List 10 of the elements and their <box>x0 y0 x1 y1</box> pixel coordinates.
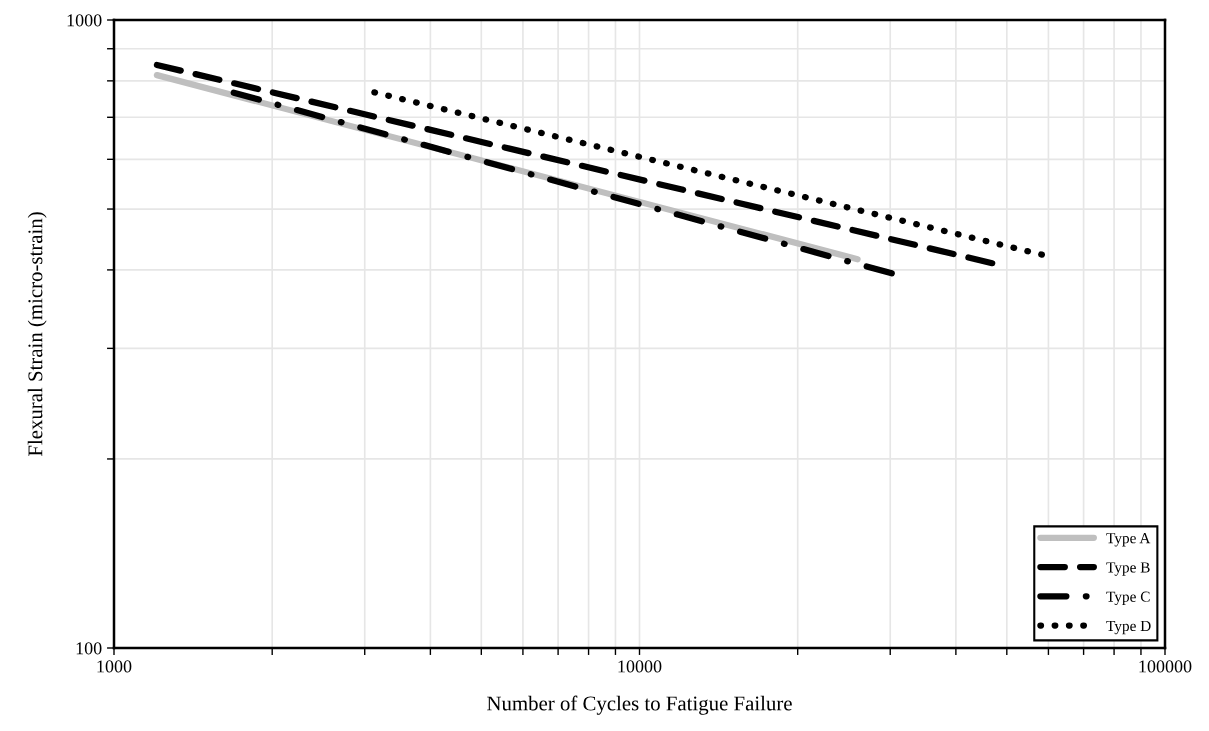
legend-label: Type A <box>1106 533 1151 547</box>
y-axis-title: Flexural Strain (micro-strain) <box>27 212 47 457</box>
x-tick-label: 1000 <box>97 660 132 673</box>
legend-label: Type C <box>1106 591 1150 605</box>
x-tick-label: 10000 <box>618 660 662 673</box>
x-axis-title: Number of Cycles to Fatigue Failure <box>487 695 792 715</box>
y-tick-label: 100 <box>76 642 102 655</box>
legend-label: Type B <box>1106 562 1150 576</box>
legend-label: Type D <box>1106 620 1151 635</box>
x-tick-label: 100000 <box>1139 660 1192 673</box>
